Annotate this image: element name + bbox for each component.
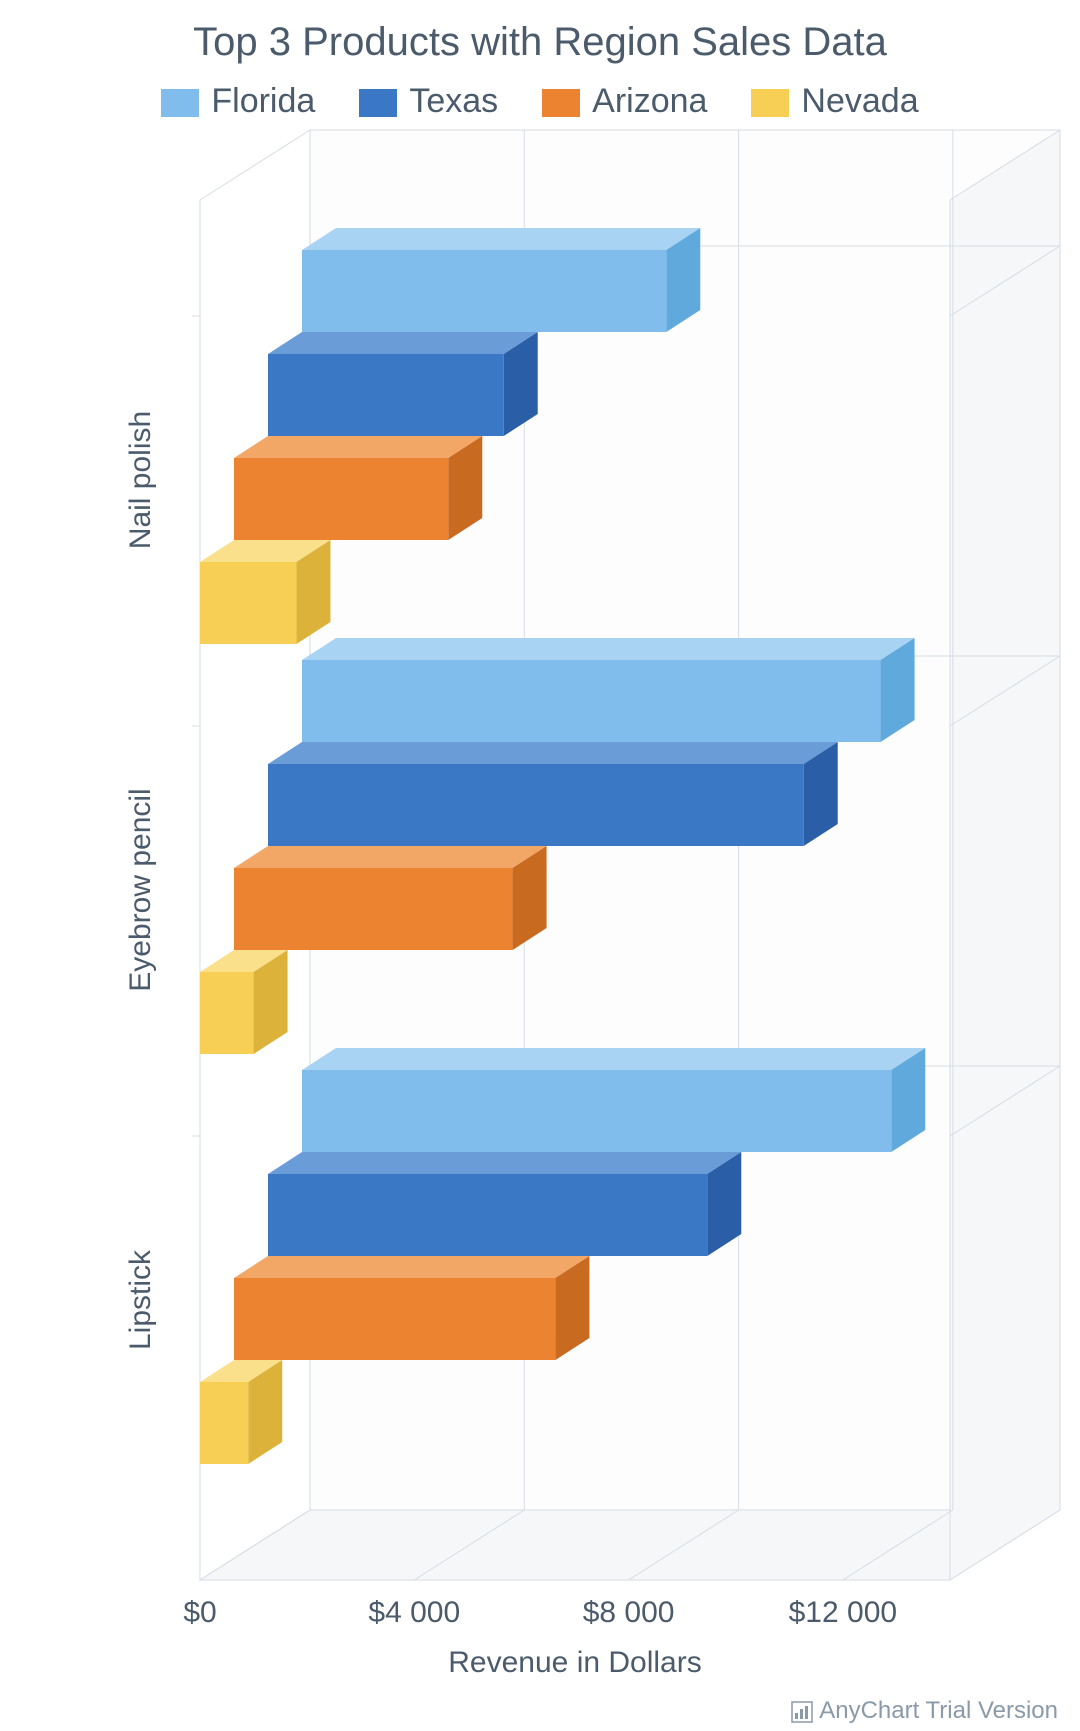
x-tick-label: $4 000: [368, 1596, 460, 1629]
chart-container: Top 3 Products with Region Sales Data Fl…: [0, 0, 1080, 1731]
chart-plot: $0 $4 000 $8 000 $12 000 Nail polish Eyebrow …: [0, 0, 1080, 1731]
y-category-label: Lipstick: [124, 1249, 157, 1350]
x-tick-label: $0: [183, 1596, 216, 1629]
x-tick-label: $12 000: [789, 1596, 897, 1629]
bar-chart-icon: [791, 1701, 813, 1723]
x-axis-title: Revenue in Dollars: [448, 1646, 701, 1679]
y-category-label: Nail polish: [124, 411, 157, 549]
x-tick-label: $8 000: [583, 1596, 675, 1629]
credit-label: AnyChart Trial Version: [791, 1697, 1058, 1725]
credit-text: AnyChart Trial Version: [819, 1697, 1058, 1724]
y-category-label: Eyebrow pencil: [124, 788, 157, 991]
